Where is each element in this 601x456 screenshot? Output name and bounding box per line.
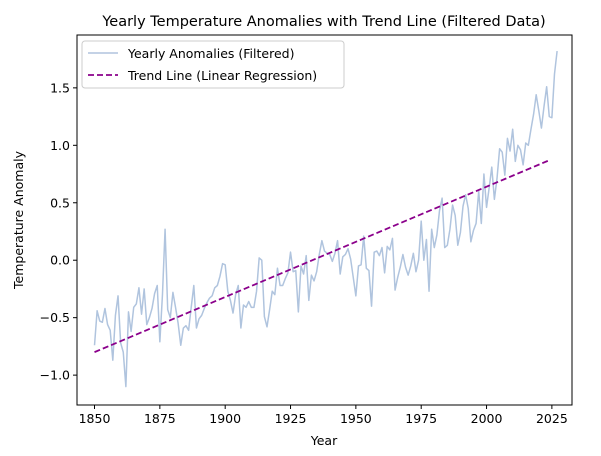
y-axis-label: Temperature Anomaly: [11, 150, 26, 290]
legend-label-yearly-anomalies: Yearly Anomalies (Filtered): [127, 46, 294, 61]
anomaly-series-line: [93, 51, 558, 388]
x-tick-label: 1925: [275, 411, 307, 426]
x-tick-label: 1875: [144, 411, 176, 426]
chart-title: Yearly Temperature Anomalies with Trend …: [101, 14, 545, 30]
x-axis-label: Year: [310, 433, 338, 448]
y-tick-label: −1.0: [40, 368, 70, 383]
axes-frame: [76, 34, 573, 406]
trend-line: [94, 159, 550, 353]
x-tick-label: 1950: [340, 411, 372, 426]
y-tick-label: 0.0: [50, 253, 70, 268]
x-tick-label: 1975: [405, 411, 437, 426]
y-tick-label: −0.5: [40, 310, 70, 325]
x-tick-label: 1900: [209, 411, 241, 426]
y-tick-label: 1.5: [50, 80, 70, 95]
legend-box: [81, 40, 345, 89]
plot-layer: [93, 51, 558, 388]
legend-label-trend: Trend Line (Linear Regression): [127, 68, 317, 83]
legend: Yearly Anomalies (Filtered) Trend Line (…: [81, 40, 345, 89]
x-tick-label: 1850: [79, 411, 111, 426]
x-tick-label: 2000: [471, 411, 503, 426]
x-tick-label: 2025: [536, 411, 568, 426]
ticks-layer: 1850 1875 1900 1925 1950 1975 2000 2025 −1.0 −0.5…: [40, 80, 568, 426]
y-tick-label: 1.0: [50, 138, 70, 153]
y-tick-label: 0.5: [50, 195, 70, 210]
